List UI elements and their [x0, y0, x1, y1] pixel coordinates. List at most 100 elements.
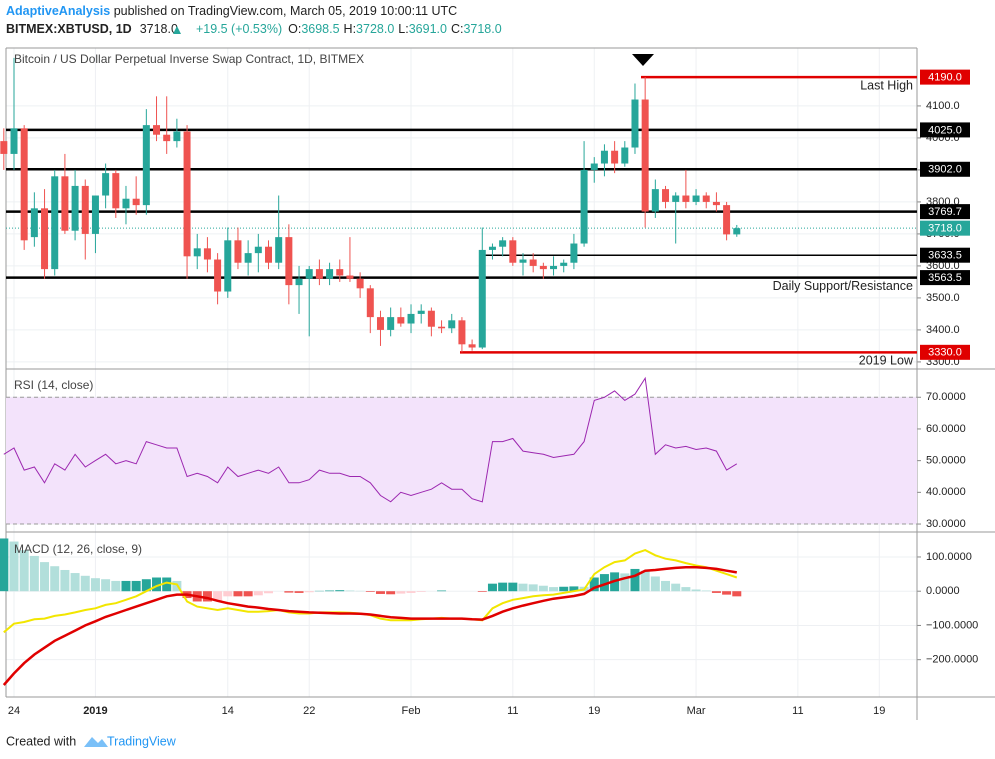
candle-body — [427, 310, 435, 327]
y-tick-label: 40.0000 — [926, 486, 966, 498]
macd-histogram-bar — [213, 591, 223, 601]
macd-histogram-bar — [40, 562, 50, 592]
candle-body — [570, 243, 578, 263]
candle-body — [193, 248, 201, 257]
y-tick-label: 3500.0 — [926, 292, 960, 304]
candle-body — [163, 134, 171, 142]
price-label-box — [920, 69, 970, 85]
x-tick-label: 19 — [873, 705, 885, 717]
candle-body — [560, 262, 568, 266]
macd-histogram-bar — [131, 580, 141, 592]
candle-body — [712, 201, 720, 206]
candle-body — [550, 265, 558, 270]
ohlc-key: C: — [451, 22, 464, 36]
candle-body — [733, 228, 741, 235]
rsi-line — [3, 376, 738, 503]
macd-histogram-bar — [722, 591, 732, 595]
candle-body — [142, 125, 150, 206]
macd-histogram-bar — [101, 579, 111, 592]
candle-body — [499, 240, 507, 247]
ohlc-key: L: — [398, 22, 408, 36]
candle-body — [183, 131, 191, 257]
macd-histogram-bar — [711, 591, 721, 593]
candle-body — [305, 269, 313, 279]
macd-histogram-bar — [589, 577, 599, 592]
y-tick-label: 70.0000 — [926, 391, 966, 403]
macd-histogram-bar — [681, 587, 691, 592]
candle-body — [539, 265, 547, 270]
price-label: 3902.0 — [928, 164, 962, 176]
price-label-box — [920, 247, 970, 263]
macd-histogram-bar — [671, 583, 681, 592]
level-annotation: Last High — [860, 78, 913, 92]
level-annotation: 2019 Low — [859, 354, 914, 368]
candle-body — [580, 169, 588, 244]
candle-body — [91, 195, 99, 234]
signal-line — [2, 565, 738, 686]
candle-body — [702, 195, 710, 202]
price-label: 3330.0 — [928, 347, 962, 359]
macd-histogram-bar — [345, 590, 355, 592]
y-tick-label: 50.0000 — [926, 455, 966, 467]
brand-logo — [84, 737, 108, 747]
macd-histogram-bar — [70, 573, 80, 592]
candle-body — [611, 150, 619, 164]
price-label: 3769.7 — [928, 206, 962, 218]
price-label-box — [920, 161, 970, 177]
macd-histogram-bar — [223, 591, 233, 597]
y-tick-label: 100.0000 — [926, 551, 972, 563]
candle-body — [122, 198, 130, 209]
candle-body — [61, 176, 69, 231]
ohlc-key: H: — [344, 22, 357, 36]
level-annotation: Daily Support/Resistance — [773, 279, 913, 293]
candle-body — [41, 208, 49, 270]
candle-body — [448, 320, 456, 329]
candle-body — [336, 269, 344, 276]
candle-body — [10, 128, 18, 154]
y-tick-label: −200.0000 — [926, 654, 978, 666]
candle-body — [173, 131, 181, 142]
macd-histogram-bar — [202, 591, 212, 602]
macd-histogram-bar — [701, 590, 711, 592]
candle-body — [51, 176, 59, 270]
candle-body — [488, 246, 496, 250]
macd-histogram-bar — [599, 574, 609, 592]
rsi-title: RSI (14, close) — [14, 378, 93, 392]
candle-body — [692, 195, 700, 202]
price-label: 4190.0 — [928, 72, 962, 84]
macd-histogram-bar — [0, 538, 9, 592]
y-tick-label: 60.0000 — [926, 423, 966, 435]
candle-body — [438, 326, 446, 329]
candle-body — [651, 189, 659, 212]
macd-histogram-bar — [325, 590, 335, 592]
candle-body — [214, 259, 222, 292]
price-label: 3718.0 — [928, 223, 962, 235]
x-tick-label: 22 — [303, 705, 315, 717]
author[interactable]: AdaptiveAnalysis — [6, 4, 110, 18]
candle-body — [621, 147, 629, 164]
x-tick-label: 24 — [8, 705, 20, 717]
macd-histogram-bar — [80, 575, 90, 592]
brand[interactable]: TradingView — [107, 734, 177, 748]
macd-histogram-bar — [335, 590, 345, 592]
macd-histogram-bar — [416, 591, 426, 592]
chart-title: Bitcoin / US Dollar Perpetual Inverse Sw… — [14, 52, 364, 66]
candle-body — [0, 141, 8, 154]
macd-title: MACD (12, 26, close, 9) — [14, 542, 142, 556]
x-tick-label: 19 — [588, 705, 600, 717]
change: +19.5 (+0.53%) — [196, 22, 282, 36]
macd-histogram-bar — [630, 568, 640, 592]
macd-histogram-bar — [487, 583, 497, 592]
candle-body — [81, 185, 89, 234]
macd-histogram-bar — [9, 541, 19, 592]
candle-body — [397, 317, 405, 324]
price-label-box — [920, 204, 970, 220]
candle-body — [458, 320, 466, 345]
candle-body — [71, 185, 79, 231]
candle-body — [112, 173, 120, 209]
macd-histogram-bar — [284, 591, 294, 593]
macd-histogram-bar — [508, 582, 518, 592]
up-arrow — [173, 26, 181, 34]
candle-body — [254, 246, 262, 254]
candle-body — [132, 198, 140, 206]
